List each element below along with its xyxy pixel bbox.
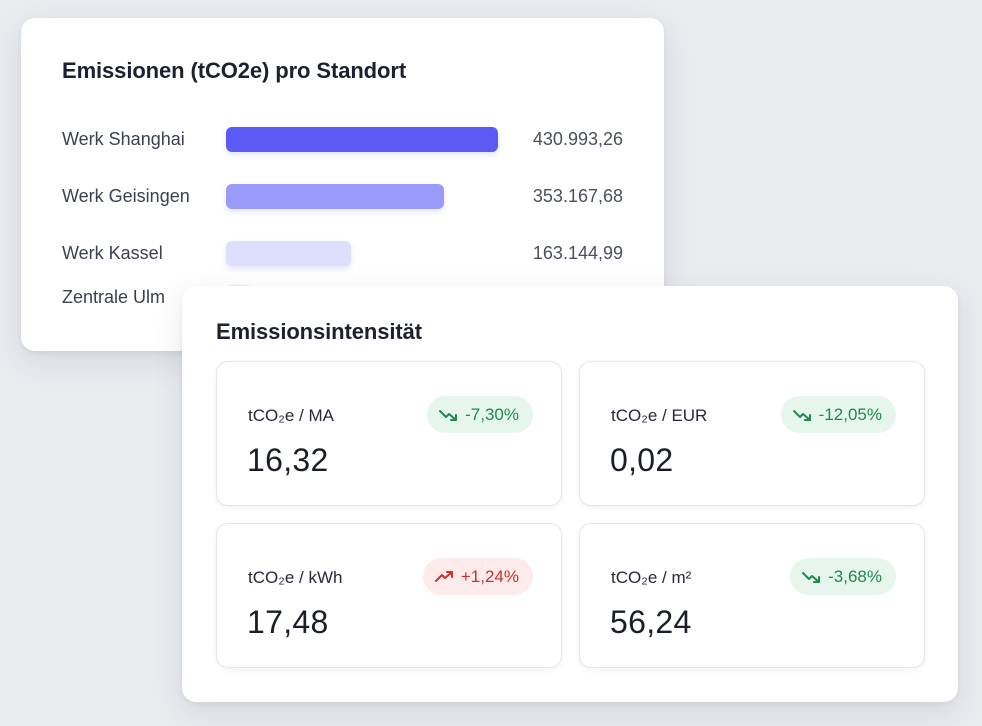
kpi-value: 16,32 xyxy=(247,442,329,478)
kpi-change-badge: +1,24% xyxy=(422,558,533,595)
site-value: 163.144,99 xyxy=(532,243,623,263)
kpi-value: 0,02 xyxy=(610,442,674,478)
trend-down-icon xyxy=(792,408,813,422)
site-bar xyxy=(226,241,351,266)
kpi-card-per-kwh: tCO₂e / kWh +1,24% 17,48 xyxy=(216,523,562,668)
kpi-change: -12,05% xyxy=(818,404,882,424)
kpi-value: 56,24 xyxy=(610,604,692,640)
kpi-label: tCO₂e / EUR xyxy=(611,406,708,425)
kpi-value: 17,48 xyxy=(247,604,329,640)
site-bar xyxy=(226,127,498,152)
site-label: Werk Shanghai xyxy=(62,129,185,149)
site-label: Werk Kassel xyxy=(62,243,163,263)
trend-up-icon xyxy=(434,570,455,584)
kpi-label: tCO₂e / MA xyxy=(248,406,334,425)
kpi-card-per-eur: tCO₂e / EUR -12,05% 0,02 xyxy=(579,361,925,506)
kpi-label: tCO₂e / m² xyxy=(611,568,692,587)
kpi-change-badge: -12,05% xyxy=(780,396,896,433)
kpi-card-per-sqm: tCO₂e / m² -3,68% 56,24 xyxy=(579,523,925,668)
kpi-change: -3,68% xyxy=(828,566,882,586)
trend-down-icon xyxy=(439,408,459,422)
site-label: Werk Geisingen xyxy=(62,186,190,206)
kpi-change: -7,30% xyxy=(465,404,519,424)
kpi-change: +1,24% xyxy=(460,566,519,586)
site-label: Zentrale Ulm xyxy=(62,287,166,307)
site-bar xyxy=(226,184,444,209)
site-row: Werk Shanghai 430.993,26 xyxy=(21,125,664,155)
kpi-label: tCO₂e / kWh xyxy=(248,568,343,587)
emission-intensity-title: Emissionsintensität xyxy=(216,319,422,344)
site-bar-track xyxy=(226,184,498,209)
site-value: 430.993,26 xyxy=(532,129,623,149)
kpi-card-per-employee: tCO₂e / MA -7,30% 16,32 xyxy=(216,361,562,506)
site-value: 353.167,68 xyxy=(532,186,623,206)
site-row: Werk Geisingen 353.167,68 xyxy=(21,182,664,212)
trend-down-icon xyxy=(802,570,822,584)
emissions-per-site-title: Emissionen (tCO2e) pro Standort xyxy=(62,58,407,83)
site-row: Werk Kassel 163.144,99 xyxy=(21,239,664,269)
kpi-change-badge: -3,68% xyxy=(790,558,896,595)
kpi-change-badge: -7,30% xyxy=(427,396,533,433)
emission-intensity-card: Emissionsintensität tCO₂e / MA -7,30% 16… xyxy=(182,286,958,702)
site-bar-track xyxy=(226,241,498,266)
site-bar-track xyxy=(226,127,498,152)
